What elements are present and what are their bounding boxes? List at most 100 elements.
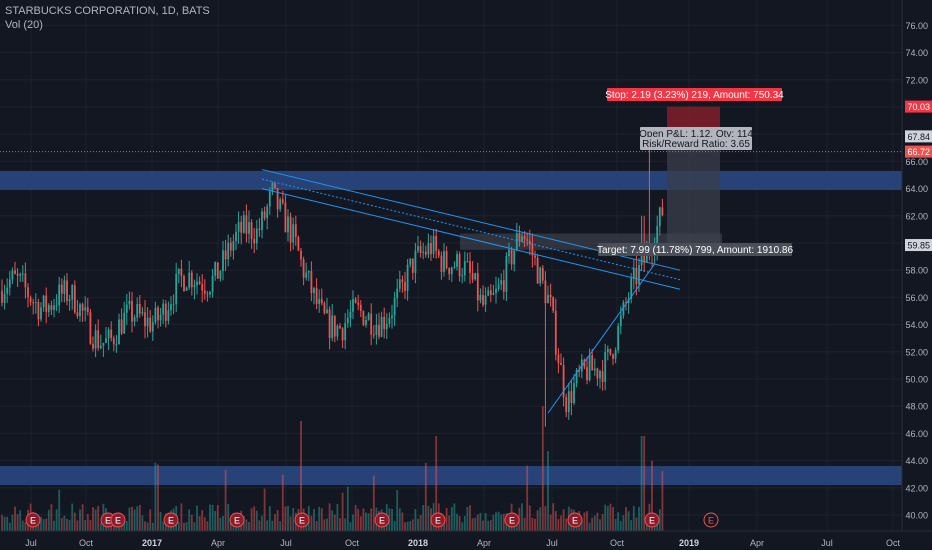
volume-bar (144, 521, 146, 531)
volume-bar (47, 509, 50, 531)
candle-body (3, 293, 6, 303)
time-axis[interactable]: Jul Oct 2017 Apr Jul Oct 2018 Apr Jul Oct 2019 Apr J… (0, 530, 932, 550)
candle-body (471, 272, 474, 280)
price-tick: 64.00 (905, 184, 928, 194)
candle-body (404, 282, 406, 291)
price-axis[interactable]: 76.0074.0072.0070.0068.0066.0064.0062.00… (901, 0, 932, 550)
volume-bar (112, 522, 115, 531)
stop-label-text: Stop: 2.19 (3.23%) 219, Amount: 750.34 (605, 90, 784, 101)
candle-body (318, 299, 321, 304)
trend-lines[interactable] (0, 151, 902, 414)
candle-body (253, 239, 256, 244)
time-tick: Apr (211, 538, 225, 548)
candle-body (567, 391, 570, 413)
rr-label: Risk/Reward Ratio: 3.65 (640, 137, 752, 150)
candle-body (661, 207, 664, 216)
earnings-marker[interactable]: E (374, 512, 390, 528)
candle-body (497, 284, 500, 289)
volume-bar (414, 509, 417, 531)
price-tick: 76.00 (905, 21, 928, 31)
volume-bar (138, 504, 141, 531)
candle-body (292, 224, 295, 243)
candle-body (518, 233, 521, 242)
candle-body (521, 236, 523, 242)
candle-body (383, 316, 386, 330)
volume-bar (409, 520, 412, 531)
price-tick: 40.00 (905, 511, 928, 521)
candle-body (102, 342, 105, 346)
grid (0, 0, 902, 531)
earnings-label: E (299, 516, 305, 526)
volume-bar (229, 521, 232, 531)
candle-body (287, 216, 289, 233)
earnings-marker[interactable]: E (163, 512, 179, 528)
volume-bar (562, 509, 565, 531)
candle-body (66, 280, 68, 302)
volume-bar (500, 514, 503, 531)
candle-body (599, 371, 601, 379)
candle-body (245, 215, 248, 234)
symbol-title[interactable]: STARBUCKS CORPORATION, 1D, BATS (5, 5, 210, 17)
earnings-icon (703, 512, 719, 528)
volume-bar (393, 521, 396, 531)
volume-bar (534, 518, 536, 531)
volume-bar (123, 519, 126, 531)
candle-body (513, 250, 516, 265)
candle-body (237, 221, 240, 232)
volume-bar (424, 462, 427, 531)
volume-legend[interactable]: Vol (20) (5, 19, 43, 31)
earnings-marker[interactable]: E (567, 512, 583, 528)
volume-bar (24, 522, 27, 531)
candle-body (183, 276, 185, 291)
volume-bar (474, 517, 477, 531)
earnings-marker[interactable]: E (294, 512, 310, 528)
candle-body (170, 304, 172, 311)
volume-bar (549, 514, 552, 531)
earnings-marker[interactable]: E (703, 512, 719, 528)
candle-body (107, 329, 110, 339)
volume-bar (406, 521, 409, 531)
candle-body (502, 280, 505, 292)
volume-bar (271, 520, 274, 531)
earnings-icon (374, 512, 390, 528)
candle-body (484, 295, 487, 305)
candle-body (162, 303, 165, 315)
volume-bar (635, 517, 638, 531)
candle-body (133, 317, 136, 322)
earnings-marker[interactable]: E (644, 512, 660, 528)
candle-body (635, 267, 638, 285)
earnings-marker[interactable]: E (110, 512, 126, 528)
candle-body (164, 303, 167, 321)
candle-body (560, 363, 562, 366)
volume-bar (209, 504, 211, 531)
candle-body (409, 258, 412, 265)
candle-body (21, 273, 24, 275)
candle-body (29, 297, 32, 303)
earnings-marker[interactable]: E (229, 512, 245, 528)
earnings-marker[interactable]: E (25, 512, 41, 528)
volume-bar (344, 518, 347, 531)
volume-bar (547, 451, 549, 531)
candle-body (536, 257, 539, 284)
candle-body (211, 275, 214, 292)
volume-bar (554, 511, 557, 531)
candle-body (656, 226, 659, 250)
volume-bar (391, 508, 393, 531)
candle-body (305, 272, 308, 278)
candle-body (297, 236, 300, 251)
candle-body (526, 239, 529, 241)
earnings-marker[interactable]: E (430, 512, 446, 528)
volume-bar (651, 460, 653, 531)
candle-body (1, 290, 3, 303)
candle-body (268, 191, 271, 207)
earnings-marker[interactable]: E (504, 512, 520, 528)
candle-body (557, 354, 560, 364)
candle-body (632, 267, 635, 279)
volume-bar (141, 515, 144, 531)
candle-body (588, 355, 591, 381)
target-zone (667, 136, 720, 246)
candle-body (307, 271, 310, 273)
time-tick: Apr (477, 538, 491, 548)
